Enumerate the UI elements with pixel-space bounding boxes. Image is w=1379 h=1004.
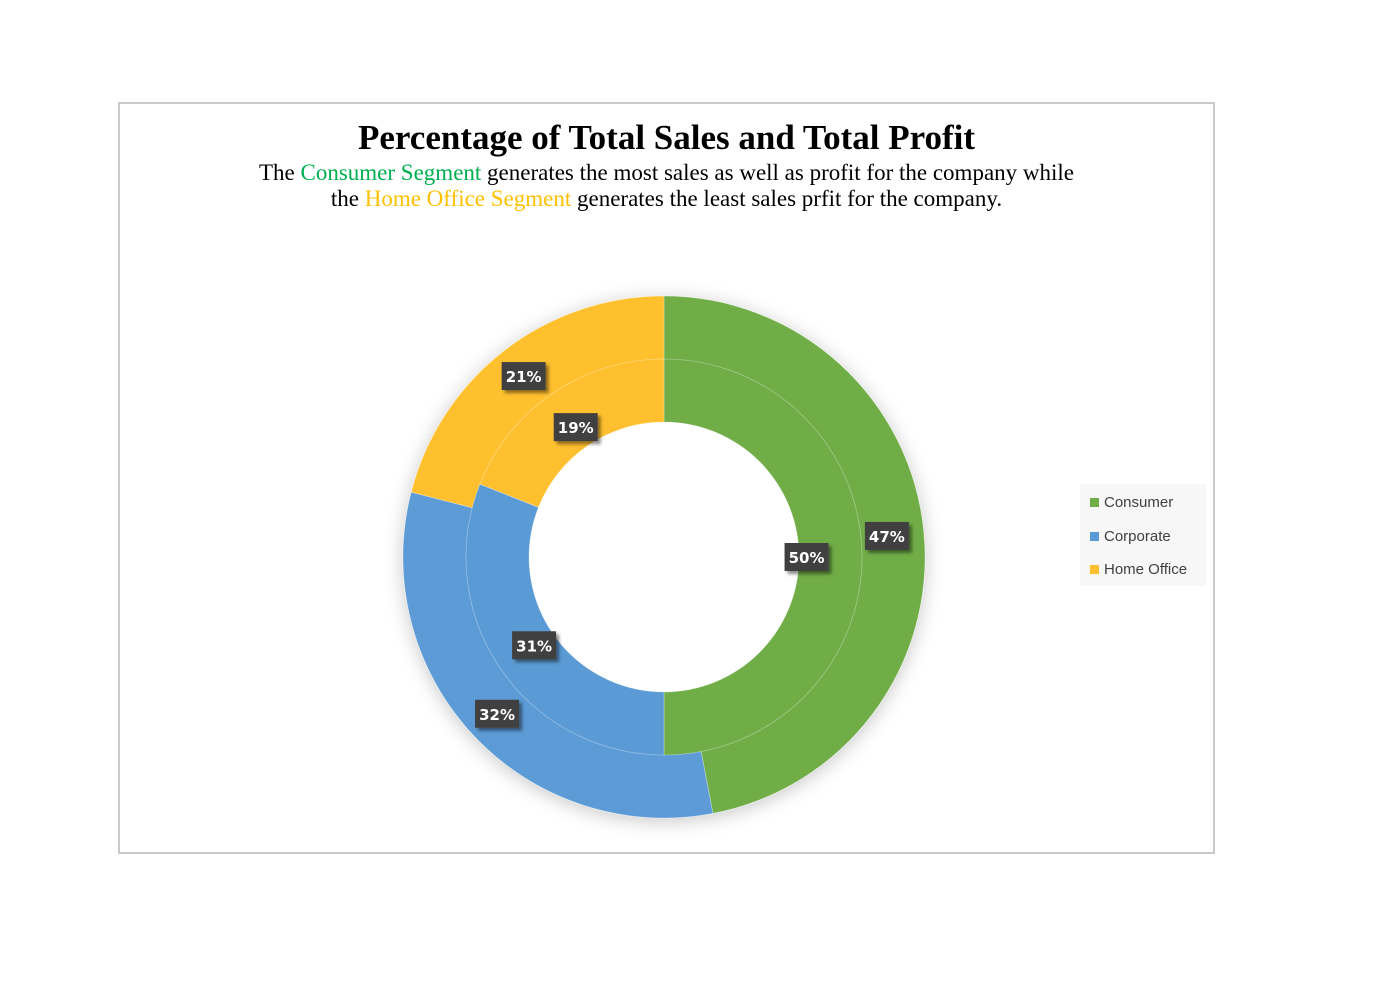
legend-item-home-office: Home Office	[1090, 559, 1187, 579]
subtitle-text: generates the most sales as well as prof…	[481, 160, 1075, 185]
data-label-text: 47%	[869, 528, 905, 546]
legend-label: Corporate	[1104, 527, 1171, 545]
chart-title: Percentage of Total Sales and Total Prof…	[357, 118, 976, 157]
chart-subtitle-line-2: the Home Office Segment generates the le…	[120, 186, 1213, 212]
data-label-text: 50%	[789, 549, 825, 567]
legend-swatch-corporate	[1090, 531, 1099, 541]
subtitle-highlight-consumer: Consumer Segment	[300, 160, 482, 185]
subtitle-text: The	[258, 160, 301, 185]
data-label-box	[475, 699, 520, 728]
outer-label-home-office: 21%	[501, 362, 546, 391]
legend: Consumer Corporate Home Office	[1080, 484, 1206, 586]
data-label-text: 31%	[516, 637, 552, 655]
inner-label-consumer: 50%	[784, 543, 829, 571]
data-labels: 47% 32% 21% 50% 31% 19%	[475, 362, 909, 728]
data-label-text: 32%	[479, 706, 515, 724]
subtitle-text: generates the least sales prfit for the …	[571, 186, 1003, 211]
legend-swatch-consumer	[1090, 497, 1099, 507]
data-label-text: 21%	[506, 368, 542, 386]
data-label-box	[512, 631, 557, 660]
inner-label-corporate: 31%	[512, 631, 557, 660]
legend-swatch-home-office	[1090, 564, 1099, 574]
outer-label-consumer: 47%	[864, 521, 909, 550]
outer-label-corporate: 32%	[475, 699, 520, 728]
chart-subtitle-line-1: The Consumer Segment generates the most …	[120, 160, 1213, 186]
legend-label: Consumer	[1104, 493, 1174, 511]
doughnut-chart: 47% 32% 21% 50% 31% 19%	[402, 295, 926, 819]
data-label-box	[553, 413, 598, 442]
chart-frame: Percentage of Total Sales and Total Prof…	[118, 102, 1215, 854]
data-label-box	[864, 521, 909, 550]
legend-item-corporate: Corporate	[1090, 526, 1171, 546]
data-label-box	[501, 362, 546, 391]
data-label-box	[784, 543, 829, 571]
outer-ring	[402, 295, 926, 819]
inner-slice-consumer	[663, 358, 863, 756]
subtitle-highlight-home-office: Home Office Segment	[364, 186, 572, 211]
inner-label-home-office: 19%	[553, 413, 598, 442]
legend-item-consumer: Consumer	[1090, 492, 1173, 512]
subtitle-text: the	[330, 186, 365, 211]
data-label-text: 19%	[558, 419, 594, 437]
legend-label: Home Office	[1104, 560, 1188, 578]
inner-slice-corporate	[465, 483, 665, 756]
